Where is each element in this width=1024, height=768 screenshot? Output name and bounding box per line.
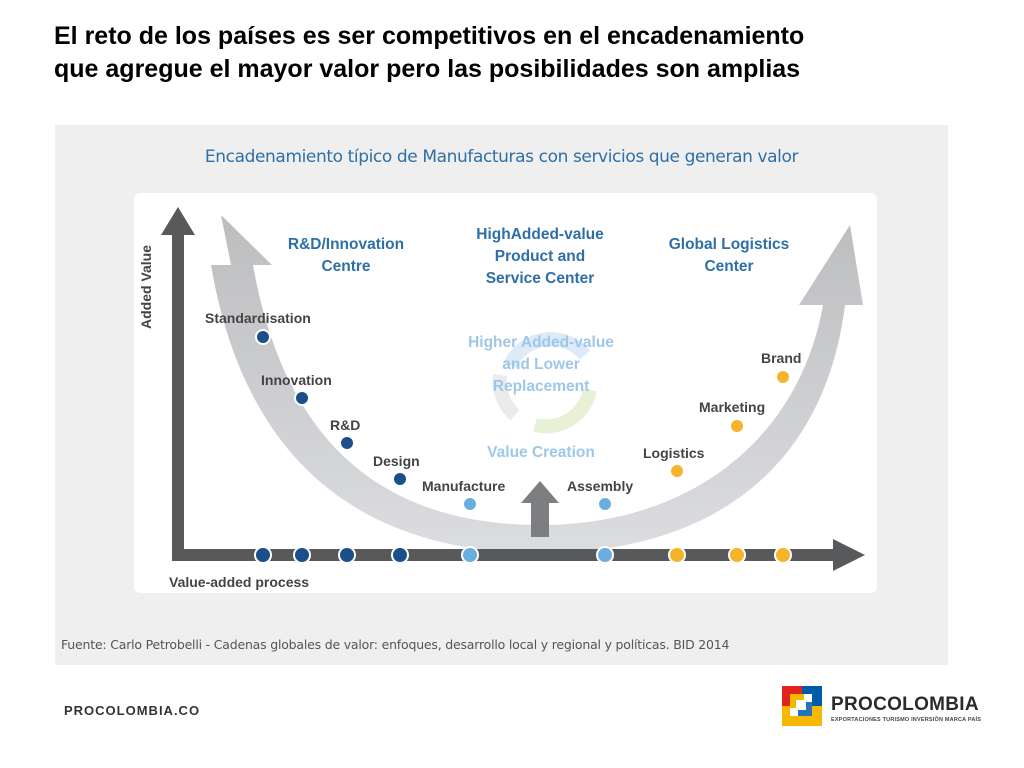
stage-dot-r-d — [339, 435, 355, 451]
stage-label-manufacture: Manufacture — [422, 478, 505, 494]
x-axis-label: Value-added process — [169, 574, 309, 590]
center-up-arrow — [521, 481, 559, 537]
stage-dot-brand — [775, 369, 791, 385]
center-text-line-2: and Lower — [502, 356, 580, 373]
axis-dot-manufacture — [461, 546, 479, 564]
value-chain-figure: Encadenamiento típico de Manufacturas co… — [55, 125, 948, 665]
recycle-icon — [492, 332, 597, 434]
axis-dot-marketing — [728, 546, 746, 564]
stage-label-standardisation: Standardisation — [205, 310, 311, 326]
global-logistics-heading-line-1: Global Logistics — [669, 236, 790, 253]
stage-label-brand: Brand — [761, 350, 801, 366]
axis-dot-design — [391, 546, 409, 564]
value-creation-label: Value Creation — [487, 444, 595, 461]
stage-label-design: Design — [373, 453, 420, 469]
stage-dot-assembly — [597, 496, 613, 512]
source-citation: Fuente: Carlo Petrobelli - Cadenas globa… — [61, 637, 730, 652]
stage-dot-innovation — [294, 390, 310, 406]
procolombia-logo-icon — [782, 686, 822, 726]
axis-dot-standardisation — [254, 546, 272, 564]
product-service-center-heading-line-2: Product and — [495, 248, 585, 265]
stage-dot-marketing — [729, 418, 745, 434]
product-service-center-heading-line-1: HighAdded-value — [476, 226, 604, 243]
y-axis — [161, 207, 195, 553]
stage-label-marketing: Marketing — [699, 399, 765, 415]
center-text-line-1: Higher Added-value — [468, 334, 614, 351]
slide-title-line-2: que agregue el mayor valor pero las posi… — [54, 55, 801, 83]
rnd-centre-heading-line-2: Centre — [321, 258, 370, 275]
site-url: PROCOLOMBIA.CO — [64, 703, 201, 718]
stage-label-logistics: Logistics — [643, 445, 705, 461]
slide-title: El reto de los países es ser competitivo… — [54, 20, 954, 86]
axis-dot-innovation — [293, 546, 311, 564]
brand-tagline: EXPORTACIONES TURISMO INVERSIÓN MARCA PA… — [831, 717, 982, 723]
axis-dot-r-d — [338, 546, 356, 564]
stage-label-assembly: Assembly — [567, 478, 633, 494]
stage-dot-design — [392, 471, 408, 487]
stage-dot-standardisation — [255, 329, 271, 345]
axis-dot-logistics — [668, 546, 686, 564]
slide-title-line-1: El reto de los países es ser competitivo… — [54, 22, 805, 50]
stage-dot-manufacture — [462, 496, 478, 512]
axis-dot-brand — [774, 546, 792, 564]
smile-curve-diagram: Added Value Value-added process R&D/Inno… — [138, 207, 865, 590]
stage-dot-logistics — [669, 463, 685, 479]
stage-label-r-d: R&D — [330, 417, 360, 433]
center-text-line-3: Replacement — [493, 378, 589, 395]
product-service-center-heading-line-3: Service Center — [486, 270, 595, 287]
procolombia-brand: PROCOLOMBIA EXPORTACIONES TURISMO INVERS… — [782, 686, 1002, 726]
figure-title: Encadenamiento típico de Manufacturas co… — [204, 147, 799, 167]
rnd-centre-heading-line-1: R&D/Innovation — [288, 236, 404, 253]
global-logistics-heading-line-2: Center — [704, 258, 753, 275]
y-axis-label: Added Value — [138, 245, 154, 329]
axis-dot-assembly — [596, 546, 614, 564]
brand-name: PROCOLOMBIA — [831, 694, 979, 715]
stage-label-innovation: Innovation — [261, 372, 332, 388]
